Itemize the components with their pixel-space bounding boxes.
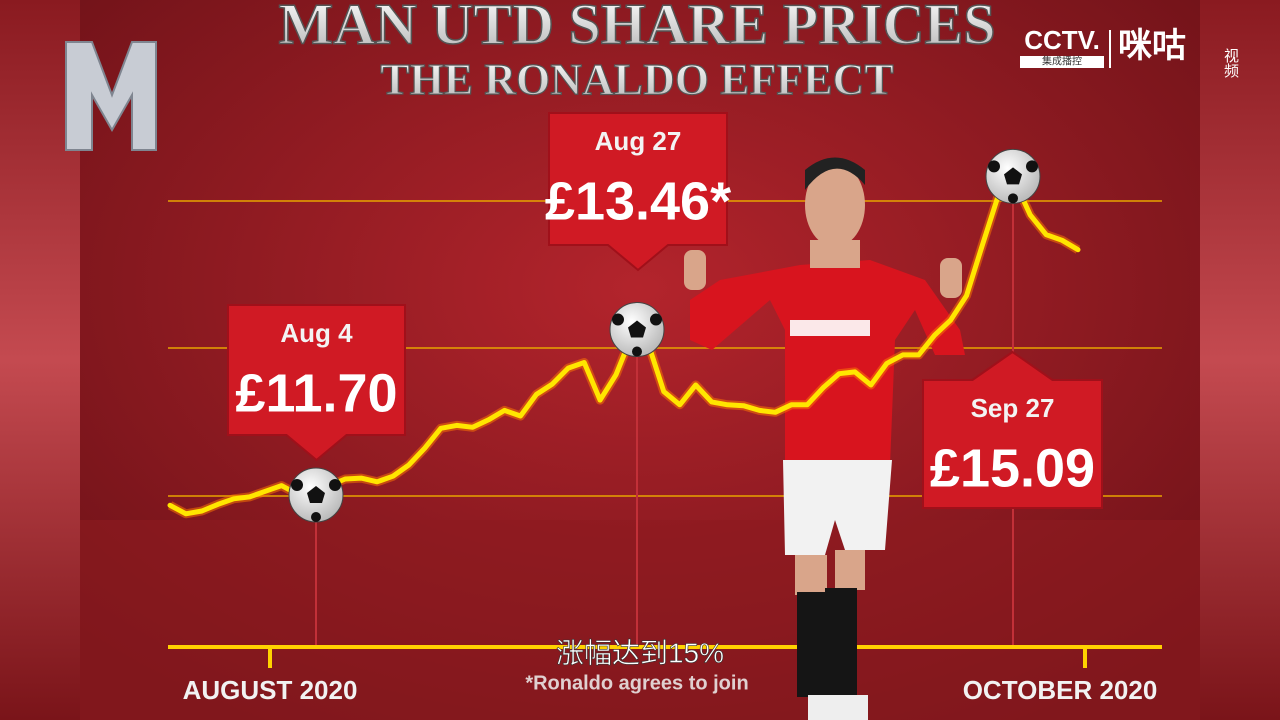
ball-patch (329, 479, 341, 491)
video-caption: 涨幅达到15% (556, 637, 724, 668)
footnote: *Ronaldo agrees to join (525, 672, 748, 694)
ball-marker (288, 467, 344, 523)
callout-box (548, 112, 728, 272)
ball-patch (612, 313, 624, 326)
callout-value: £15.09 (930, 438, 1095, 498)
callout-value: £11.70 (235, 363, 397, 423)
player-figure (684, 157, 965, 720)
chart-subtitle: THE RONALDO EFFECT (380, 55, 893, 104)
x-axis-label: AUGUST 2020 (183, 675, 358, 705)
ball-patch (311, 512, 321, 522)
ball-patch (988, 160, 1000, 173)
ball-patch (1008, 193, 1018, 204)
ball-marker (609, 302, 665, 358)
blur-edge (1200, 0, 1280, 720)
m-logo (65, 41, 157, 151)
brand-sub: 视频 (1222, 48, 1239, 78)
callout-box (227, 304, 406, 462)
brand-logo: 咪咕 (1118, 27, 1186, 65)
ball-patch (650, 313, 662, 326)
callout-box (922, 350, 1103, 509)
ball-patch (1026, 160, 1038, 173)
callout-date: Aug 4 (280, 318, 353, 348)
plot: Aug 4 £11.70 Aug 27 £13.46* Sep 27 £15.09 (167, 112, 1103, 523)
chart-title: MAN UTD SHARE PRICES (278, 0, 995, 56)
ball-marker (985, 148, 1041, 204)
x-axis-label: OCTOBER 2020 (963, 675, 1158, 705)
callout-date: Sep 27 (971, 393, 1055, 423)
ball-patch (632, 346, 642, 357)
callout-date: Aug 27 (595, 126, 682, 156)
ball-patch (291, 479, 303, 491)
ball-patch (1004, 167, 1022, 185)
channel-logo: CCTV. 集成播控 咪咕 视频 (1020, 25, 1239, 78)
ball-patch (307, 486, 325, 503)
ball-patch (628, 320, 646, 338)
cctv-logo: CCTV. (1024, 25, 1100, 55)
callout-value: £13.46* (545, 171, 731, 231)
cctv-sub: 集成播控 (1042, 55, 1082, 68)
